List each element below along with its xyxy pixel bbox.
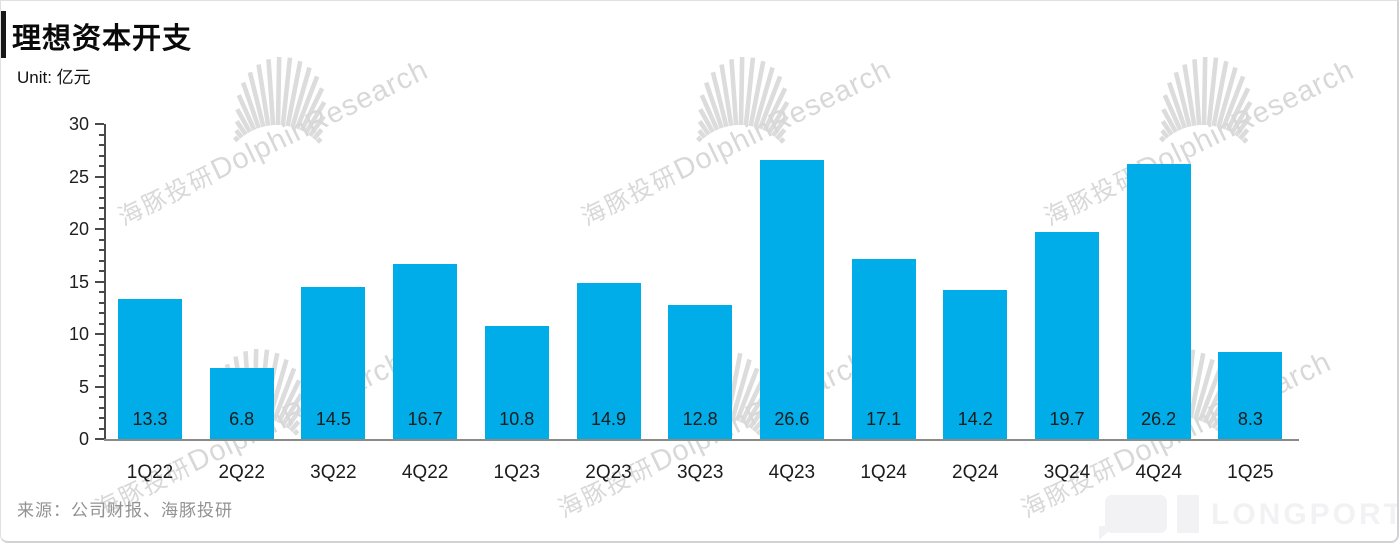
y-minor-tick	[99, 354, 104, 356]
y-minor-tick	[99, 186, 104, 188]
y-axis-label: 20	[68, 219, 89, 239]
page-title: 理想资本开支	[12, 23, 193, 55]
bar-value-label: 14.5	[315, 409, 351, 429]
y-minor-tick	[99, 270, 104, 272]
y-minor-tick	[99, 196, 104, 199]
x-axis-label: 1Q25	[1227, 462, 1274, 483]
bar-2Q23: 14.9	[576, 282, 641, 439]
bar-value-label: 14.2	[957, 408, 993, 429]
y-minor-tick	[99, 396, 104, 398]
y-minor-tick	[99, 312, 104, 314]
y-axis-label: 0	[78, 429, 89, 449]
bar-value-label: 17.1	[866, 408, 902, 429]
bar-value-label: 14.9	[590, 408, 627, 429]
x-axis-label: 3Q24	[1043, 462, 1091, 483]
bar-2Q22: 6.8	[209, 367, 274, 439]
longport-bubble-icon	[1099, 495, 1167, 540]
y-major-tick	[95, 385, 104, 388]
x-axis-label: 1Q23	[493, 462, 541, 483]
unit-label: Unit: 亿元	[17, 68, 91, 87]
bar-value-label: 26.6	[774, 408, 810, 429]
x-axis-label: 4Q23	[768, 462, 816, 483]
x-axis-label: 1Q22	[126, 462, 174, 483]
bar-value-label: 10.8	[499, 408, 535, 429]
x-axis-label: 3Q22	[310, 462, 357, 483]
y-major-tick	[95, 438, 104, 440]
y-axis-line	[104, 124, 106, 440]
bar-1Q24: 17.1	[851, 259, 916, 439]
bar-value-label: 26.2	[1141, 408, 1177, 429]
y-minor-tick	[99, 322, 104, 325]
y-minor-tick	[99, 207, 104, 209]
left-edge-artifact	[1, 11, 6, 58]
x-axis-label: 3Q23	[676, 462, 724, 483]
y-axis-label: 5	[78, 376, 89, 397]
x-axis-label: 4Q24	[1135, 462, 1182, 483]
y-minor-tick	[99, 343, 104, 346]
bar-value-label: 8.3	[1237, 408, 1263, 429]
y-minor-tick	[99, 144, 104, 146]
y-minor-tick	[99, 375, 104, 377]
bar-value-label: 12.8	[682, 408, 718, 429]
bar-1Q22: 13.3	[118, 299, 182, 439]
longport-block-icon	[1177, 495, 1199, 533]
y-minor-tick	[99, 154, 104, 157]
bar-3Q22: 14.5	[301, 286, 366, 439]
y-minor-tick	[99, 133, 104, 136]
bar-value-label: 19.7	[1049, 408, 1085, 429]
bar-4Q22: 16.7	[393, 263, 458, 439]
y-minor-tick	[99, 301, 104, 304]
y-major-tick	[95, 228, 104, 230]
y-major-tick	[95, 175, 104, 178]
y-axis-label: 30	[68, 114, 89, 134]
dolphin-barcode-icon	[695, 56, 790, 144]
x-axis-label: 1Q24	[860, 462, 907, 483]
bar-1Q23: 10.8	[484, 325, 549, 439]
x-axis-line	[104, 439, 1299, 441]
y-minor-tick	[99, 427, 104, 430]
bar-2Q24: 14.2	[943, 289, 1008, 439]
dolphin-barcode-icon	[1158, 56, 1253, 144]
y-minor-tick	[99, 259, 104, 262]
bar-4Q23: 26.6	[759, 159, 824, 439]
dolphin-barcode-icon	[232, 56, 327, 144]
y-minor-tick	[99, 249, 104, 251]
y-major-tick	[95, 123, 104, 125]
bar-3Q24: 19.7	[1035, 232, 1099, 439]
source-note: 来源：公司财报、海豚投研	[17, 501, 233, 520]
bar-1Q25: 8.3	[1218, 351, 1283, 439]
y-minor-tick	[99, 217, 104, 220]
bar-4Q24: 26.2	[1126, 163, 1191, 439]
y-minor-tick	[99, 238, 104, 241]
y-axis-label: 25	[68, 166, 89, 187]
bar-value-label: 16.7	[407, 408, 443, 429]
x-axis-label: 2Q22	[218, 462, 265, 483]
y-axis-label: 10	[68, 324, 89, 344]
y-major-tick	[95, 280, 104, 283]
y-axis-label: 15	[68, 271, 89, 292]
y-minor-tick	[99, 406, 104, 409]
y-minor-tick	[99, 364, 104, 367]
x-axis-label: 4Q22	[401, 462, 449, 483]
bar-value-label: 13.3	[132, 408, 168, 429]
x-axis-label: 2Q23	[585, 462, 632, 483]
y-minor-tick	[99, 165, 104, 167]
y-minor-tick	[99, 417, 104, 419]
longport-wordmark: LONGPORT	[1211, 498, 1399, 531]
bar-3Q23: 12.8	[668, 304, 733, 439]
y-minor-tick	[99, 291, 104, 293]
y-major-tick	[95, 333, 104, 335]
bar-value-label: 6.8	[229, 408, 255, 429]
x-axis-label: 2Q24	[952, 462, 999, 483]
